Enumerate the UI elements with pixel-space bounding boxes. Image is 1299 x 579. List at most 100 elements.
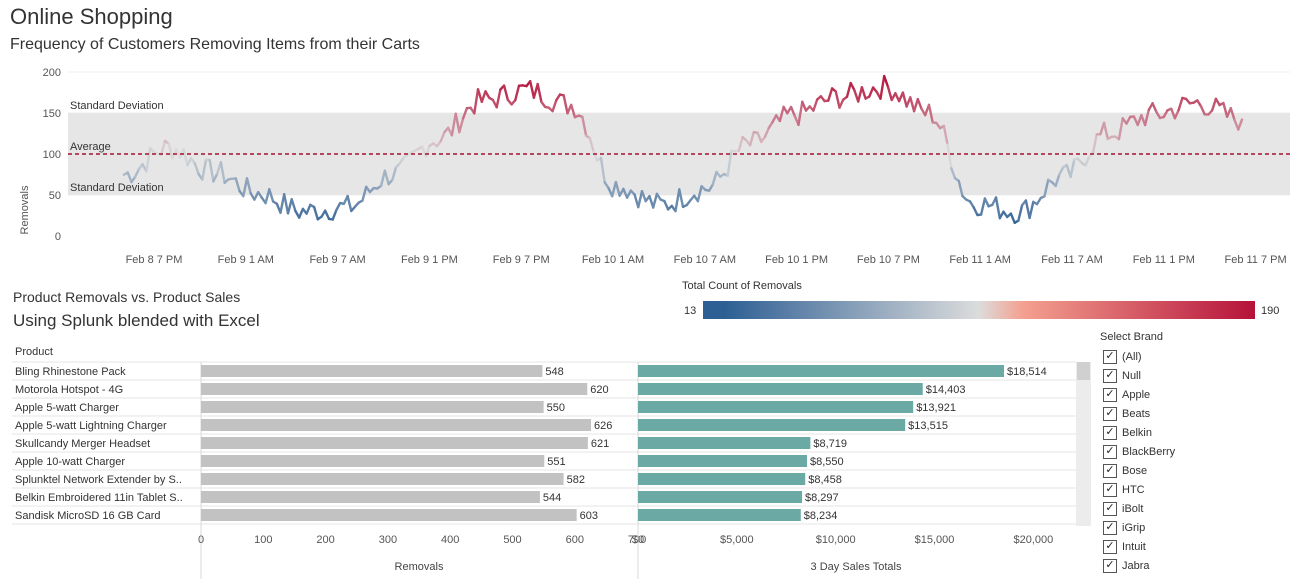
removals-bar[interactable] (201, 509, 577, 521)
line-segment (245, 177, 252, 195)
line-segment (957, 179, 964, 198)
line-segment (916, 97, 923, 110)
checkbox-checked-icon[interactable]: ✓ (1103, 520, 1117, 535)
checkbox-checked-icon[interactable]: ✓ (1103, 558, 1117, 573)
brand-option-label: Null (1122, 369, 1141, 382)
removals-bar[interactable] (201, 437, 588, 449)
x-tick-label: Feb 8 7 PM (126, 254, 183, 266)
sales-bar[interactable] (638, 383, 923, 395)
scrollbar[interactable] (1076, 362, 1091, 526)
sales-tick-label: $20,000 (1013, 534, 1053, 546)
line-segment (383, 169, 390, 186)
line-segment (234, 177, 241, 193)
removals-tick-label: 200 (316, 534, 334, 546)
sales-bar[interactable] (638, 509, 801, 521)
brand-option[interactable]: ✓ BlackBerry (1100, 442, 1299, 461)
brand-list: ✓ (All) ✓ Null ✓ Apple ✓ Beats ✓ Belkin ✓ BlackBerr… (1100, 347, 1299, 575)
line-segment (801, 100, 808, 112)
checkbox-checked-icon[interactable]: ✓ (1103, 368, 1117, 383)
brand-option[interactable]: ✓ iGrip (1100, 518, 1299, 537)
line-segment (979, 197, 987, 216)
line-segment (264, 188, 271, 205)
checkbox-checked-icon[interactable]: ✓ (1103, 406, 1117, 421)
line-segment (454, 112, 461, 134)
sales-bar[interactable] (638, 473, 806, 485)
x-axis-ticks: Feb 8 7 PM Feb 9 1 AM Feb 9 7 AM Feb 9 1 PM… (126, 254, 1287, 266)
removals-bar[interactable] (201, 455, 545, 467)
checkbox-checked-icon[interactable]: ✓ (1103, 425, 1117, 440)
line-segment (1024, 199, 1031, 220)
line-segment (652, 192, 659, 209)
removals-bar[interactable] (201, 383, 588, 395)
product-label: Belkin Embroidered 11in Tablet S.. (15, 492, 183, 504)
brand-option[interactable]: ✓ iBolt (1100, 499, 1299, 518)
line-segment (290, 198, 297, 213)
line-segment (1229, 107, 1236, 122)
line-segment (611, 180, 618, 198)
sales-bar[interactable] (638, 419, 906, 431)
removals-bar[interactable] (201, 473, 564, 485)
line-segment (1155, 110, 1162, 120)
sales-bar[interactable] (638, 401, 914, 413)
sales-value-label: $8,458 (808, 474, 842, 486)
line-segment (1237, 118, 1244, 131)
product-label: Sandisk MicroSD 16 GB Card (15, 510, 161, 522)
line-segment (305, 203, 312, 215)
brand-option[interactable]: ✓ Jabra (1100, 556, 1299, 575)
removals-tick-label: 700 (628, 534, 646, 546)
sales-bar[interactable] (638, 455, 808, 467)
removals-bar[interactable] (201, 401, 544, 413)
scrollbar-thumb[interactable] (1077, 362, 1090, 380)
line-segment (208, 158, 215, 183)
line-segment (570, 103, 577, 119)
sales-bars: $18,514 $14,403 $13,921 $13,515 $8,719 $8,550… (638, 365, 1047, 522)
brand-option[interactable]: ✓ Null (1100, 366, 1299, 385)
sales-tick-label: $5,000 (720, 534, 754, 546)
line-segment (145, 146, 152, 173)
checkbox-checked-icon[interactable]: ✓ (1103, 444, 1117, 459)
line-segment (1043, 178, 1050, 198)
removals-bar[interactable] (201, 491, 540, 503)
brand-option[interactable]: ✓ Apple (1100, 385, 1299, 404)
line-segment (212, 172, 219, 183)
line-segment (827, 87, 834, 102)
line-segment (845, 81, 852, 98)
removals-bar[interactable] (201, 365, 543, 377)
line-segment (763, 126, 770, 139)
removals-bar[interactable] (201, 419, 591, 431)
line-segment (335, 201, 342, 212)
brand-option[interactable]: ✓ Bose (1100, 461, 1299, 480)
sales-bar[interactable] (638, 437, 811, 449)
line-segment (1173, 108, 1180, 120)
brand-option[interactable]: ✓ Beats (1100, 404, 1299, 423)
brand-option[interactable]: ✓ Belkin (1100, 423, 1299, 442)
brand-option[interactable]: ✓ HTC (1100, 480, 1299, 499)
line-segment (860, 86, 867, 100)
line-segment (253, 190, 260, 201)
sales-bar[interactable] (638, 365, 1004, 377)
sales-tick-label: $10,000 (816, 534, 856, 546)
removals-tick-label: 0 (198, 534, 204, 546)
brand-option[interactable]: ✓ (All) (1100, 347, 1299, 366)
x-tick-label: Feb 9 1 PM (401, 254, 458, 266)
x-tick-label: Feb 9 7 AM (309, 254, 365, 266)
checkbox-checked-icon[interactable]: ✓ (1103, 463, 1117, 478)
checkbox-checked-icon[interactable]: ✓ (1103, 539, 1117, 554)
line-segment (242, 177, 249, 198)
x-tick-label: Feb 9 7 PM (493, 254, 550, 266)
checkbox-checked-icon[interactable]: ✓ (1103, 482, 1117, 497)
line-segment (182, 148, 189, 167)
line-segment (324, 209, 331, 221)
line-segment (756, 131, 763, 144)
brand-option-label: Beats (1122, 407, 1151, 420)
x-tick-label: Feb 10 7 PM (857, 254, 920, 266)
checkbox-checked-icon[interactable]: ✓ (1103, 501, 1117, 516)
line-segment (379, 169, 387, 188)
sales-bar[interactable] (638, 491, 803, 503)
brand-option[interactable]: ✓ Intuit (1100, 537, 1299, 556)
line-segment (812, 98, 819, 112)
line-segment (886, 85, 893, 102)
checkbox-checked-icon[interactable]: ✓ (1103, 349, 1117, 364)
brand-option-label: HTC (1122, 483, 1145, 496)
checkbox-checked-icon[interactable]: ✓ (1103, 387, 1117, 402)
